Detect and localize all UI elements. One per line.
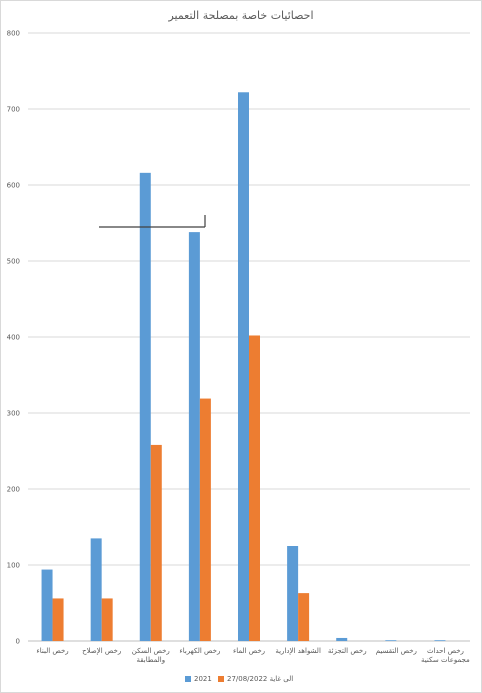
y-tick-label: 200 — [7, 486, 20, 494]
bar-series-1-cat-3 — [199, 398, 211, 641]
category-label: رخص التقسيم — [376, 647, 417, 655]
y-tick-label: 700 — [7, 106, 20, 114]
bar-series-0-cat-3 — [188, 232, 200, 641]
bar-series-0-cat-4 — [238, 92, 249, 641]
bar-series-0-cat-8 — [434, 640, 446, 641]
category-label-line: رخص الإصلاح — [82, 647, 121, 655]
legend-swatch-series-0 — [185, 676, 191, 682]
category-label-line: مجموعات سكنية — [421, 656, 470, 664]
category-label-line: رخص التجزئة — [328, 647, 367, 655]
bar-series-1-cat-0 — [52, 598, 64, 641]
category-label: رخص التجزئة — [328, 647, 367, 655]
y-tick-label: 500 — [7, 258, 20, 266]
y-tick-label: 300 — [7, 410, 20, 418]
y-tick-label: 600 — [7, 182, 20, 190]
y-tick-label: 800 — [7, 30, 20, 38]
category-label: رخص الكهرباء — [179, 647, 220, 655]
y-axis-ticks: 0 100 200 300 400 500 600 700 800 — [7, 30, 20, 646]
y-tick-label: 0 — [16, 638, 20, 646]
bar-series-1-cat-4 — [249, 335, 260, 641]
legend-label-series-1: الى غاية 27/08/2022 — [227, 675, 293, 683]
category-label-line: رخص البناء — [36, 647, 68, 655]
category-label: رخص البناء — [36, 647, 68, 655]
bar-series-1-cat-5 — [298, 593, 310, 641]
bar-series-0-cat-5 — [287, 546, 299, 641]
category-label: رخص الإصلاح — [82, 647, 121, 655]
category-label: الشواهد الإدارية — [275, 647, 321, 655]
bars — [41, 92, 446, 641]
category-label-line: رخص السكن — [132, 647, 170, 655]
bar-series-0-cat-1 — [90, 538, 102, 641]
category-label-line: رخص احداث — [427, 647, 464, 655]
category-label-line: رخص الكهرباء — [179, 647, 220, 655]
legend-swatch-series-1 — [218, 676, 224, 682]
category-label-line: رخص التقسيم — [376, 647, 417, 655]
category-labels: رخص البناء رخص الإصلاح رخص السكن والمطابقةر… — [36, 647, 470, 664]
y-tick-label: 100 — [7, 562, 20, 570]
bar-series-0-cat-0 — [41, 569, 53, 641]
bar-series-0-cat-2 — [139, 172, 151, 641]
y-tick-label: 400 — [7, 334, 20, 342]
legend-label-series-0: 2021 — [194, 675, 212, 683]
category-label: رخص احداث مجموعات سكنية — [421, 647, 470, 664]
bar-series-1-cat-1 — [101, 598, 113, 641]
category-label-line: رخص الماء — [233, 647, 265, 655]
bar-series-0-cat-6 — [336, 637, 348, 641]
category-label: رخص الماء — [233, 647, 265, 655]
legend: 2021 الى غاية 27/08/2022 — [185, 675, 293, 683]
bar-series-0-cat-7 — [385, 640, 397, 641]
category-label: رخص السكن والمطابقة — [132, 647, 170, 664]
chart-title: احصائيات خاصة بمصلحة التعمير — [167, 9, 313, 22]
category-label-line: والمطابقة — [136, 656, 165, 664]
category-label-line: الشواهد الإدارية — [275, 647, 321, 655]
bar-series-1-cat-2 — [150, 444, 162, 641]
